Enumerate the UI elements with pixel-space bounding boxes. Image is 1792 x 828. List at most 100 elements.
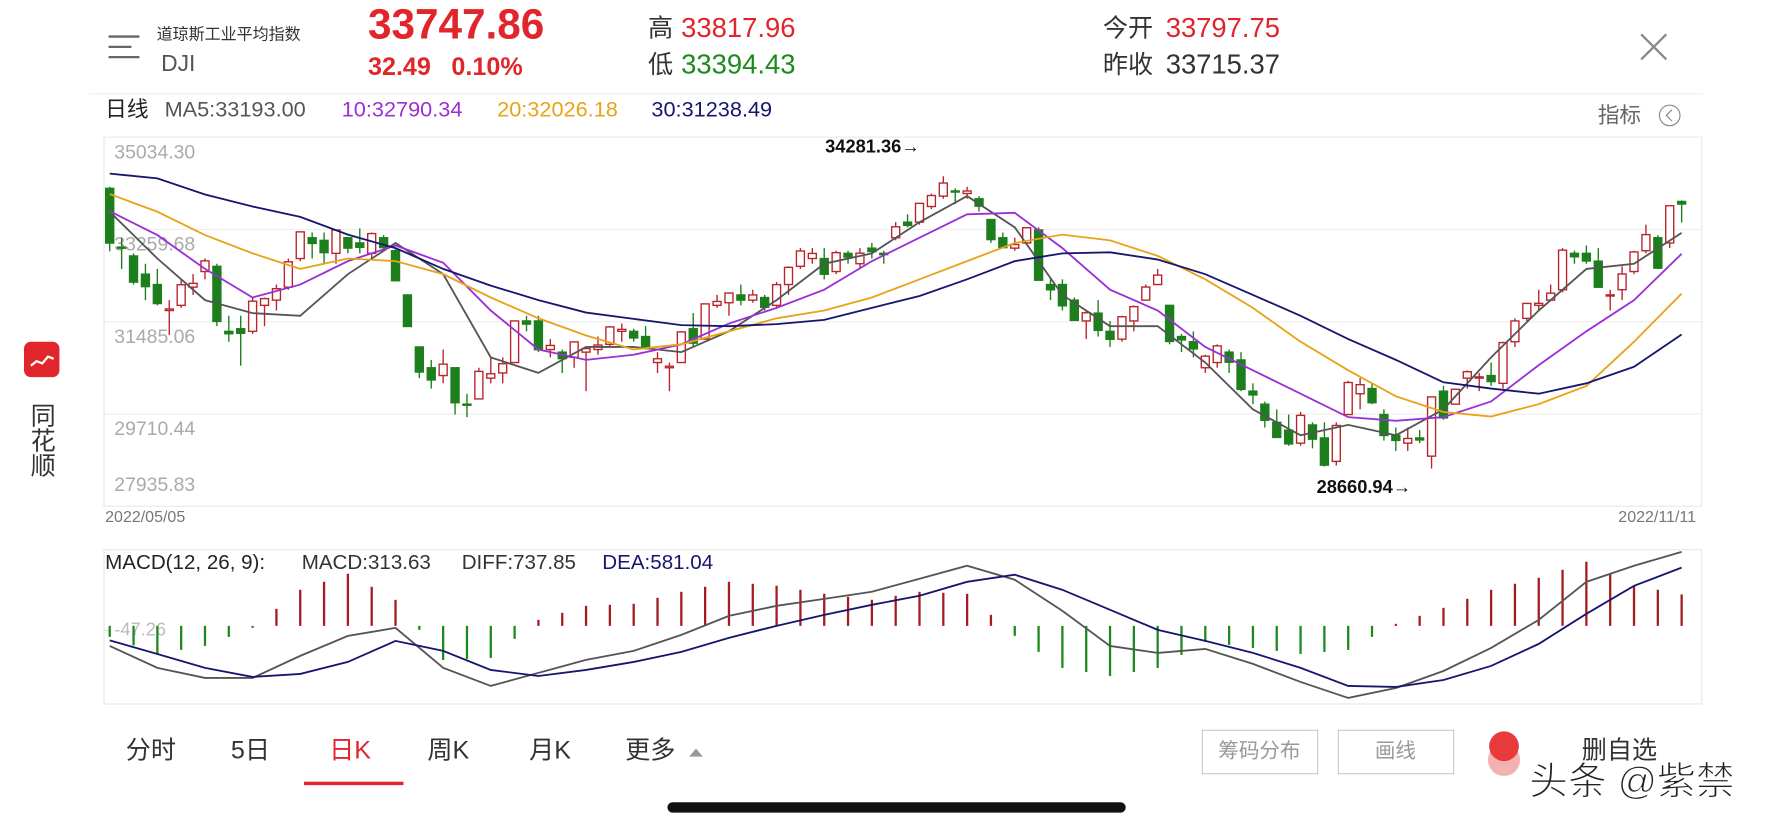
indicator-icon — [1658, 104, 1681, 127]
watchlist-button[interactable]: 删自选 — [1582, 737, 1657, 765]
candle-body — [1403, 437, 1413, 444]
close-button[interactable] — [1640, 33, 1668, 61]
candle-body — [938, 182, 949, 197]
candle-body — [343, 237, 353, 249]
watermark: 头条 @紫禁 — [1529, 760, 1735, 803]
start-date: 2022/05/05 — [105, 509, 185, 526]
line-series — [109, 551, 1682, 699]
candle-body — [462, 403, 472, 406]
candle-body — [164, 308, 174, 312]
candle-body — [1141, 286, 1151, 301]
candle-body — [724, 292, 734, 304]
candle-body — [652, 358, 663, 364]
candle-body — [486, 373, 496, 379]
candle-body — [676, 331, 687, 364]
candle-body — [1534, 302, 1544, 307]
y-tick-label: -47.26 — [114, 618, 166, 639]
candle-body — [533, 320, 544, 351]
button-frame[interactable] — [1201, 729, 1319, 775]
candle-body — [140, 273, 151, 288]
candle-body — [771, 283, 782, 307]
candle-body — [1641, 233, 1651, 252]
end-date: 2022/11/11 — [1618, 509, 1696, 526]
ma-legend: MA5:33193.00 — [165, 97, 306, 122]
candle-body — [1653, 237, 1663, 269]
candle-body — [390, 250, 401, 282]
line-series — [109, 566, 1682, 688]
brand-icon-line — [30, 355, 55, 367]
watch-icon[interactable] — [1489, 731, 1519, 762]
plot: 35034.30 33259.68 31485.06 29710.44 27935.83… — [104, 136, 1702, 699]
candle-body — [1426, 396, 1437, 457]
candle-body — [414, 346, 425, 373]
annotation-low: 28660.94→ — [1317, 476, 1411, 497]
candle-body — [1188, 341, 1199, 350]
low-label: 低 — [648, 51, 673, 79]
y-tick-label: 29710.44 — [114, 418, 195, 440]
indicator-button[interactable]: 指标 — [1598, 102, 1681, 127]
candle-body — [176, 284, 186, 307]
button-frame[interactable] — [1337, 729, 1455, 775]
y-tick-label: 27935.83 — [114, 474, 195, 496]
candle-body — [950, 190, 960, 193]
candle-body — [319, 239, 329, 254]
macd-legend: MACD:313.63 — [302, 551, 431, 574]
candle-body — [1414, 437, 1425, 441]
open: 33797.75 — [1166, 12, 1280, 43]
candle-body — [116, 246, 127, 249]
candle-body — [1438, 390, 1449, 419]
candle-body — [1367, 387, 1377, 404]
candle-body — [1581, 252, 1592, 262]
candle-body — [498, 363, 508, 374]
candle-body — [1617, 273, 1627, 291]
menu-icon[interactable] — [108, 35, 140, 59]
candle-body — [1510, 320, 1520, 343]
tab[interactable]: 周K — [427, 737, 469, 765]
tab[interactable]: 月K — [529, 737, 571, 765]
candle-body — [247, 300, 258, 333]
tab[interactable]: 更多 — [625, 737, 675, 765]
macd-legend: DIFF:737.85 — [462, 551, 576, 574]
candle-body — [509, 320, 520, 364]
candle-body — [307, 237, 317, 245]
candle-body — [1236, 359, 1246, 391]
candle-body — [926, 194, 937, 208]
indicator-label: 指标 — [1598, 102, 1641, 127]
candle-body — [629, 330, 639, 339]
candle-body — [1498, 341, 1508, 385]
candle-body — [1331, 424, 1341, 463]
candle-body — [962, 190, 972, 195]
y-tick-label: 33259.68 — [114, 234, 195, 256]
macd-title: MACD(12, 26, 9): — [105, 551, 265, 574]
candle-body — [259, 297, 270, 307]
candle-body — [986, 218, 996, 241]
candle-body — [1665, 205, 1675, 244]
line-series — [109, 172, 1683, 395]
macd-frame — [103, 549, 1703, 705]
candle-body — [1117, 316, 1127, 340]
tab-arrow — [689, 748, 703, 757]
candle-body — [1343, 381, 1353, 416]
macd-legend: DEA:581.04 — [602, 551, 713, 574]
y-tick-label: 31485.06 — [114, 326, 195, 348]
candle-body — [426, 367, 436, 381]
tab[interactable]: 5日 — [231, 737, 270, 765]
tab[interactable]: 分时 — [126, 737, 176, 765]
candle-body — [1522, 302, 1532, 320]
candle-body — [1676, 200, 1687, 205]
candle-body — [224, 330, 234, 335]
period-label: 日线 — [105, 97, 148, 122]
line-series — [109, 195, 1683, 437]
candle-body — [914, 202, 925, 223]
candle-body — [1569, 252, 1580, 258]
candle-body — [736, 294, 746, 301]
tab-active[interactable]: 日K — [329, 737, 371, 765]
candle-body — [212, 265, 222, 323]
candle-body — [712, 300, 722, 307]
candle-body — [474, 370, 484, 400]
candle-body — [783, 266, 794, 286]
candle-body — [1069, 299, 1079, 322]
ma-legend: 10:32790.34 — [342, 97, 463, 122]
prev-label: 昨收 — [1103, 51, 1153, 79]
